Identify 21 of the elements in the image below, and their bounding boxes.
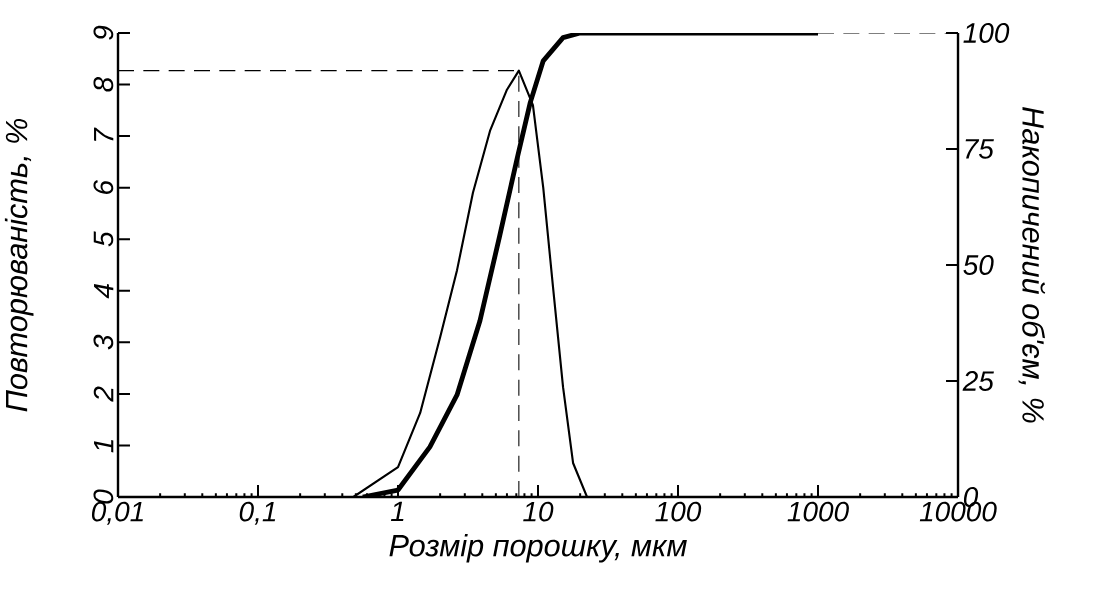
y-tick-label: 8 — [93, 76, 114, 92]
y-tick-label: 4 — [94, 284, 114, 299]
x-tick-label: 1000 — [787, 501, 849, 522]
y-tick-label: 9 — [93, 25, 114, 40]
y2-tick-label: 75 — [965, 139, 994, 159]
y-axis-title: Повторюваність, % — [4, 118, 34, 412]
y-tick-label: 5 — [93, 231, 114, 247]
x-axis-title: Розмір порошку, мкм — [389, 533, 687, 563]
y-tick-label: 3 — [93, 334, 114, 350]
y-tick-label: 1 — [94, 440, 114, 453]
y2-tick-label: 25 — [962, 371, 994, 391]
y2-tick-label: 100 — [963, 23, 1010, 43]
y-tick-label: 6 — [93, 179, 114, 194]
x-tick-label: 0,1 — [239, 501, 276, 525]
y2-tick-label: 50 — [963, 255, 994, 275]
y2-axis-title: Накопичений об'єм, % — [1018, 107, 1046, 423]
x-tick-label: 1 — [390, 501, 404, 521]
x-tick-label: 10 — [523, 501, 554, 522]
y-tick-label: 2 — [93, 386, 114, 402]
y-tick-label: 7 — [94, 127, 114, 141]
x-tick-label: 100 — [655, 501, 702, 522]
